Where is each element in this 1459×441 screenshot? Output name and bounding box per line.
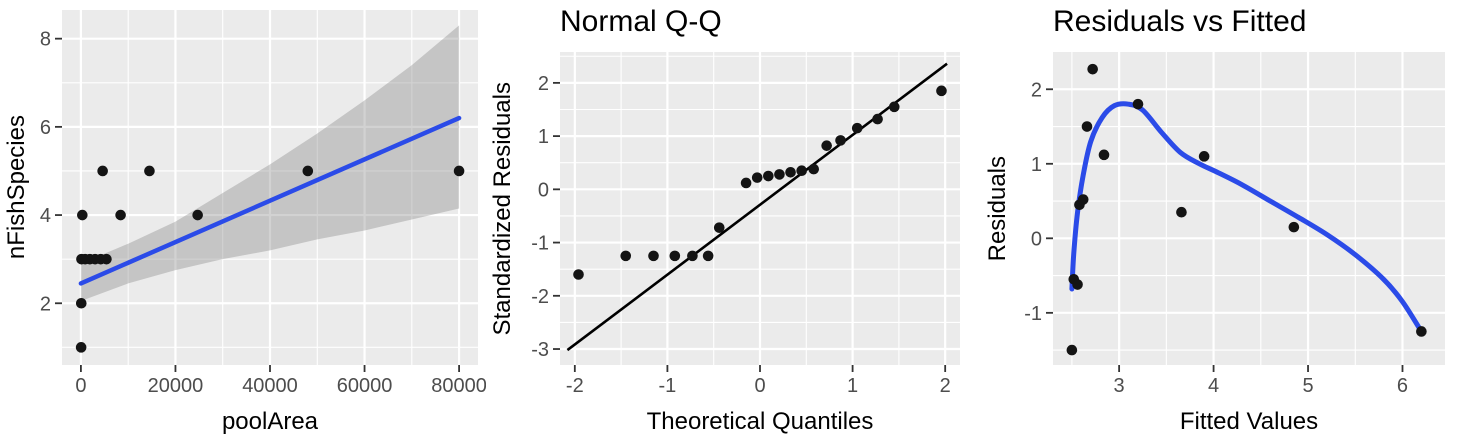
qq-reference-line	[566, 62, 948, 352]
x-axis-title: Fitted Values	[1179, 408, 1319, 435]
x-tick-label: 40000	[242, 375, 298, 397]
data-point	[713, 222, 725, 233]
data-point	[872, 113, 883, 125]
smooth-line	[78, 115, 462, 286]
chart-normal-qq: Normal Q-Q Standardized Residuals Theore…	[486, 0, 973, 441]
data-point	[1066, 344, 1078, 356]
y-tick-label: -2	[531, 286, 549, 308]
data-point	[808, 163, 820, 175]
chart-fish-species: nFishSpecies poolArea 0 20000 40000 60000 80…	[0, 0, 486, 441]
data-point	[97, 165, 108, 177]
data-point	[763, 170, 774, 182]
data-point	[1288, 221, 1300, 233]
data-point	[669, 250, 681, 262]
fish-species-plot-svg: 0 20000 40000 60000 80000 2 4 6 8	[40, 10, 486, 397]
data-point	[144, 165, 155, 177]
x-tick-label: -2	[566, 375, 584, 397]
residuals-plot-svg: 3 4 5 6 -1 0 1 2	[1024, 52, 1445, 397]
data-point	[1176, 206, 1187, 218]
data-point	[835, 135, 846, 146]
data-point	[821, 140, 832, 151]
x-tick-label: 0	[75, 375, 86, 397]
x-tick-label: 1	[847, 375, 858, 397]
data-point	[115, 209, 126, 221]
data-point	[75, 342, 87, 353]
data-point	[573, 269, 584, 280]
y-tick-label: 2	[40, 293, 51, 315]
x-tick-label: 6	[1397, 375, 1408, 397]
y-tick-label: 6	[40, 117, 51, 139]
y-tick-label: -1	[1024, 303, 1042, 325]
data-point	[1087, 63, 1098, 75]
confidence-ribbon	[80, 25, 460, 302]
x-tick-label: 4	[1208, 375, 1219, 397]
data-point	[888, 101, 900, 113]
y-tick-label: 1	[538, 126, 549, 148]
data-point	[851, 122, 863, 134]
data-point	[101, 253, 112, 265]
plot-title: Normal Q-Q	[560, 5, 722, 38]
y-tick-label: 1	[1031, 154, 1042, 176]
data-point	[1132, 98, 1144, 110]
chart-residuals-vs-fitted: Residuals vs Fitted Residuals Fitted Val…	[973, 0, 1459, 441]
x-tick-label: 5	[1302, 375, 1313, 397]
panel-background	[1053, 52, 1445, 365]
y-tick-label: 4	[40, 205, 51, 227]
y-tick-label: 8	[40, 29, 51, 51]
y-tick-label: 2	[1031, 79, 1042, 101]
data-point	[620, 250, 632, 262]
x-tick-label: 60000	[337, 375, 393, 397]
data-point	[1416, 326, 1427, 337]
y-tick-label: 2	[538, 73, 549, 95]
data-point	[774, 169, 785, 180]
x-tick-label: 20000	[148, 375, 204, 397]
x-axis-title: poolArea	[221, 408, 319, 435]
data-point	[75, 297, 87, 309]
x-tick-label: -1	[659, 375, 677, 397]
data-point	[648, 250, 659, 262]
data-point	[1077, 194, 1089, 205]
data-point	[936, 85, 947, 97]
data-point	[751, 172, 763, 183]
x-tick-label: 80000	[431, 375, 486, 397]
data-point	[687, 250, 698, 262]
data-point	[740, 177, 752, 189]
y-tick-label: -1	[531, 233, 549, 255]
data-point	[1098, 149, 1110, 161]
plot-title: Residuals vs Fitted	[1053, 5, 1307, 38]
data-point	[453, 165, 465, 177]
data-point	[1081, 121, 1093, 132]
x-tick-label: 0	[754, 375, 765, 397]
x-tick-label: 2	[940, 375, 951, 397]
data-point	[1072, 279, 1083, 290]
data-point	[702, 250, 714, 262]
smooth-line	[1069, 101, 1424, 334]
data-point	[1198, 151, 1210, 162]
y-tick-label: 0	[1031, 228, 1042, 250]
x-tick-label: 3	[1114, 375, 1125, 397]
qq-plot-svg: -2 -1 0 1 2 -3 -2 -1 0 1 2	[531, 52, 960, 397]
x-axis-title: Theoretical Quantiles	[646, 408, 874, 435]
data-point	[192, 209, 203, 221]
data-point	[302, 165, 314, 177]
data-point	[796, 165, 807, 177]
data-point	[785, 167, 796, 178]
y-tick-label: 0	[538, 179, 549, 201]
data-point	[77, 209, 88, 221]
y-tick-label: -3	[531, 339, 549, 361]
